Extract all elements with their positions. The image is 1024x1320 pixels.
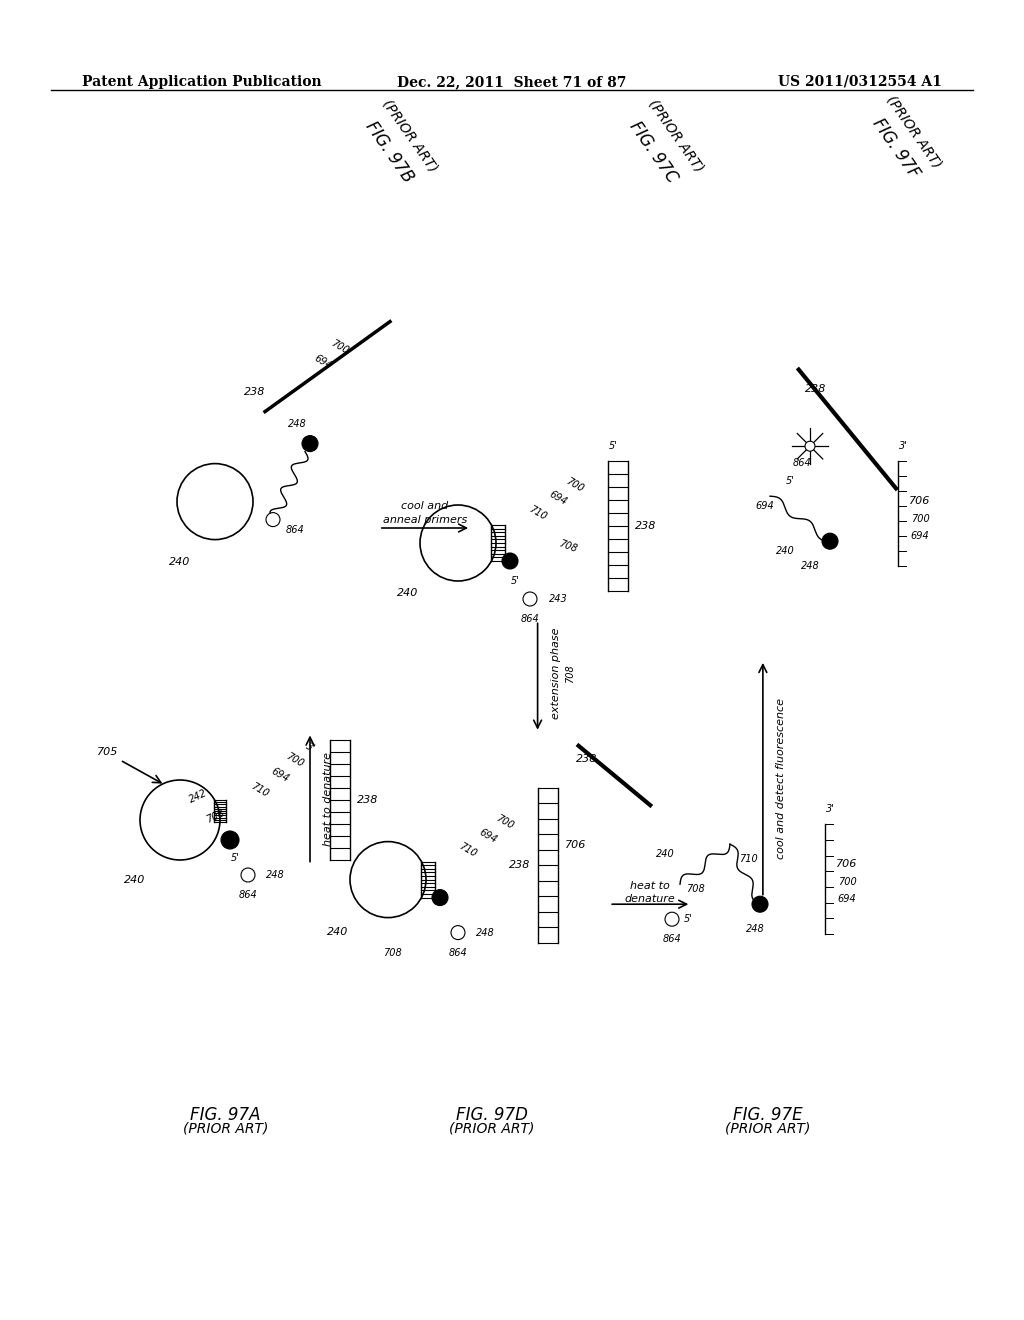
Text: 240: 240: [775, 546, 795, 556]
Text: 708: 708: [686, 884, 705, 894]
Text: 864: 864: [449, 948, 467, 957]
Text: (PRIOR ART): (PRIOR ART): [645, 96, 707, 176]
Text: FIG. 97D: FIG. 97D: [456, 1106, 527, 1125]
Text: 710: 710: [527, 504, 549, 521]
Text: 710: 710: [458, 841, 478, 858]
Text: extension phase: extension phase: [551, 627, 560, 719]
Text: 700: 700: [910, 515, 930, 524]
Text: 706: 706: [565, 840, 587, 850]
Text: Dec. 22, 2011  Sheet 71 of 87: Dec. 22, 2011 Sheet 71 of 87: [397, 75, 627, 88]
Text: 5': 5': [684, 915, 692, 924]
Circle shape: [432, 890, 449, 906]
Text: (PRIOR ART): (PRIOR ART): [884, 92, 945, 172]
Text: 864: 864: [286, 524, 304, 535]
Circle shape: [221, 832, 239, 849]
Text: 694: 694: [548, 488, 568, 507]
Text: 694: 694: [910, 531, 930, 541]
Text: 864: 864: [520, 614, 540, 624]
Text: 705: 705: [97, 747, 119, 756]
Text: heat to: heat to: [631, 882, 670, 891]
Text: 243: 243: [549, 594, 567, 605]
Text: Patent Application Publication: Patent Application Publication: [82, 75, 322, 88]
Text: 5': 5': [785, 477, 795, 486]
Text: 706: 706: [837, 859, 858, 869]
Text: 700: 700: [330, 338, 350, 355]
Text: cool and detect fluorescence: cool and detect fluorescence: [776, 698, 785, 859]
Text: 238: 238: [635, 521, 656, 531]
Circle shape: [241, 869, 255, 882]
Text: 248: 248: [801, 561, 819, 572]
Text: 5': 5': [511, 576, 519, 586]
Text: 864: 864: [663, 935, 681, 944]
Text: 694: 694: [477, 826, 499, 845]
Text: 3': 3': [899, 441, 907, 451]
Text: 3': 3': [304, 742, 316, 755]
Text: 694: 694: [312, 352, 334, 371]
Text: (PRIOR ART): (PRIOR ART): [449, 1122, 535, 1135]
Text: (PRIOR ART): (PRIOR ART): [182, 1122, 268, 1135]
Text: 710: 710: [250, 781, 270, 799]
Circle shape: [822, 533, 838, 549]
Text: cool and: cool and: [401, 502, 449, 511]
Text: 240: 240: [328, 927, 349, 937]
Text: 248: 248: [265, 870, 285, 880]
Text: 864: 864: [793, 458, 811, 469]
Text: 5': 5': [230, 853, 240, 863]
Text: 708: 708: [564, 664, 574, 682]
Text: 864: 864: [239, 890, 257, 900]
Text: 238: 238: [509, 861, 530, 870]
Text: 240: 240: [124, 875, 145, 884]
Text: FIG. 97C: FIG. 97C: [626, 117, 681, 186]
Circle shape: [523, 591, 537, 606]
Text: denature: denature: [625, 894, 676, 904]
Text: 700: 700: [285, 751, 305, 770]
Text: 708: 708: [557, 539, 579, 554]
Circle shape: [665, 912, 679, 927]
Text: 238: 238: [357, 795, 379, 805]
Text: FIG. 97B: FIG. 97B: [361, 117, 417, 186]
Text: 248: 248: [475, 928, 495, 937]
Text: US 2011/0312554 A1: US 2011/0312554 A1: [778, 75, 942, 88]
Text: 708: 708: [383, 948, 401, 957]
Text: (PRIOR ART): (PRIOR ART): [379, 96, 440, 176]
Text: 5': 5': [608, 441, 617, 451]
Circle shape: [451, 925, 465, 940]
Text: 706: 706: [909, 496, 931, 506]
Text: 710: 710: [738, 854, 758, 865]
Circle shape: [502, 553, 518, 569]
Text: 248: 248: [745, 924, 764, 935]
Text: heat to denature: heat to denature: [323, 751, 333, 846]
Text: FIG. 97A: FIG. 97A: [190, 1106, 260, 1125]
Text: 708: 708: [205, 808, 225, 825]
Circle shape: [805, 441, 815, 451]
Text: 240: 240: [655, 849, 675, 859]
Text: 700: 700: [495, 813, 516, 830]
Circle shape: [266, 512, 280, 527]
Text: 694: 694: [756, 502, 774, 511]
Text: 248: 248: [288, 418, 306, 429]
Text: 242: 242: [187, 788, 209, 804]
Text: 694: 694: [838, 894, 856, 904]
Circle shape: [752, 896, 768, 912]
Text: 240: 240: [397, 587, 419, 598]
Text: 700: 700: [838, 878, 856, 887]
Text: 238: 238: [245, 387, 265, 396]
Text: 700: 700: [564, 477, 586, 494]
Text: 3': 3': [825, 804, 835, 814]
Text: (PRIOR ART): (PRIOR ART): [725, 1122, 811, 1135]
Text: anneal primers: anneal primers: [383, 515, 467, 525]
Text: FIG. 97E: FIG. 97E: [733, 1106, 803, 1125]
Text: 694: 694: [269, 766, 291, 784]
Circle shape: [302, 436, 318, 451]
Text: FIG. 97F: FIG. 97F: [869, 115, 923, 181]
Text: 240: 240: [169, 557, 190, 566]
Text: 238: 238: [577, 754, 597, 764]
Text: 238: 238: [806, 384, 826, 395]
